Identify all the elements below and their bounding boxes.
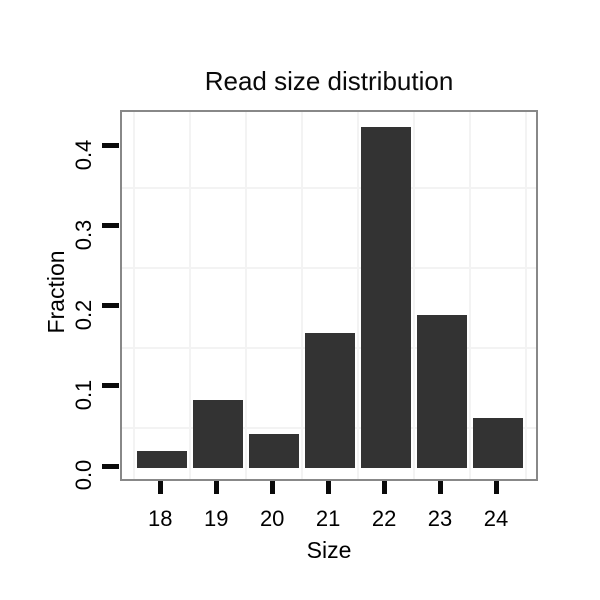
x-tick-label: 22 [371, 506, 397, 531]
bar-24 [473, 417, 523, 468]
bar-19 [193, 399, 244, 468]
x-tick-mark [157, 481, 163, 494]
horizontal-gridline [122, 266, 536, 269]
y-tick-label: 0.4 [71, 139, 96, 170]
y-tick-mark [102, 303, 119, 309]
vertical-gridline [301, 112, 304, 479]
x-tick-label: 24 [483, 506, 509, 531]
bar-20 [249, 433, 300, 468]
y-axis-title: Fraction [43, 250, 69, 334]
x-tick-label: 21 [315, 506, 341, 531]
chart-title: Read size distribution [204, 66, 454, 96]
plot-area [120, 110, 538, 481]
x-tick-mark [493, 481, 499, 494]
x-axis-title: Size [306, 537, 352, 563]
x-tick-label: 20 [259, 506, 285, 531]
vertical-gridline [413, 112, 416, 479]
y-tick-mark [102, 143, 119, 149]
x-tick-label: 23 [427, 506, 453, 531]
x-tick-mark [437, 481, 443, 494]
horizontal-gridline [122, 186, 536, 189]
y-tick-mark [102, 223, 119, 229]
y-tick-label: 0.0 [71, 459, 96, 491]
bar-21 [305, 332, 356, 468]
y-tick-mark [102, 463, 119, 469]
vertical-gridline [133, 112, 136, 479]
x-tick-label: 19 [204, 506, 229, 531]
x-tick-mark [325, 481, 331, 494]
y-tick-mark [102, 383, 119, 389]
x-tick-mark [381, 481, 387, 494]
vertical-gridline [245, 112, 248, 479]
y-tick-label: 0.3 [71, 219, 96, 250]
y-tick-label: 0.2 [71, 299, 96, 331]
bar-18 [137, 451, 188, 468]
bar-22 [361, 126, 412, 468]
vertical-gridline [189, 112, 192, 479]
x-tick-label: 18 [148, 506, 173, 531]
x-tick-mark [269, 481, 275, 494]
vertical-gridline [357, 112, 360, 479]
y-tick-label: 0.1 [71, 379, 96, 411]
vertical-gridline [469, 112, 472, 479]
vertical-gridline [524, 112, 527, 479]
bar-23 [417, 315, 468, 468]
x-tick-mark [213, 481, 219, 494]
